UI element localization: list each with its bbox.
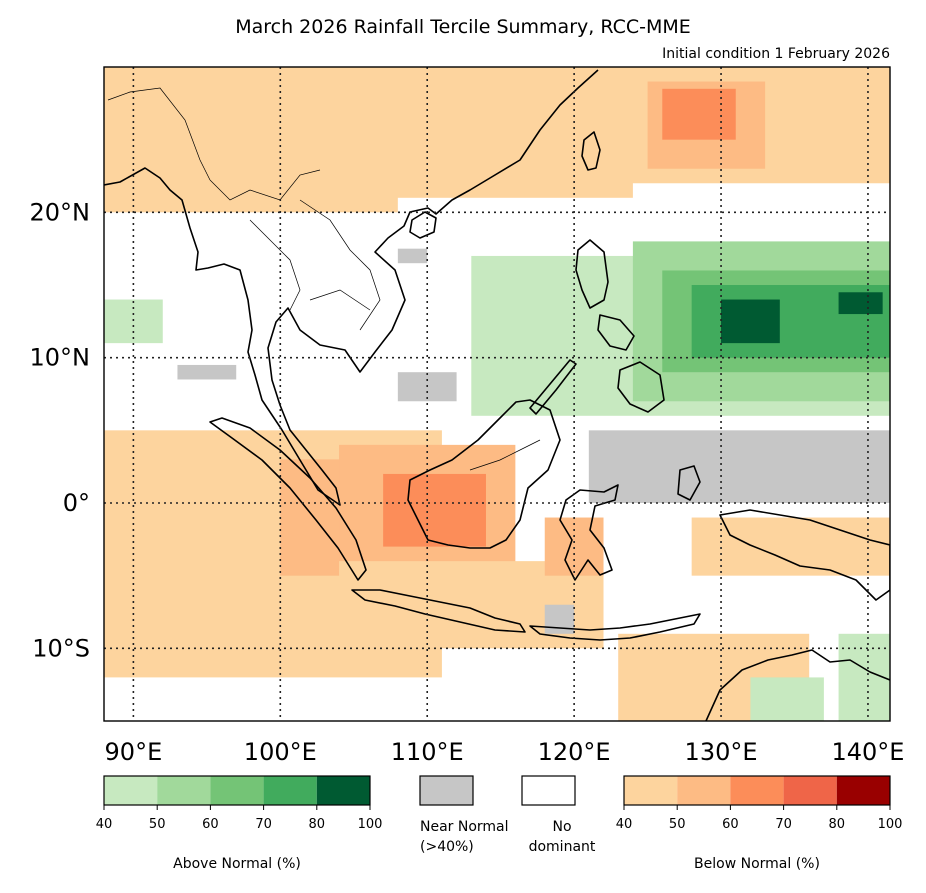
above-normal-colorbar-tick-label-1: 50 xyxy=(149,817,166,832)
axis-tick-labels: 90°E 100°E 110°E 120°E 130°E 140°E 20°N 10°N 0° 1… xyxy=(30,198,905,766)
above-normal-colorbar-swatch-4 xyxy=(316,776,370,805)
border-thailand xyxy=(249,219,301,311)
border-myanmar-china xyxy=(209,169,321,201)
lon-tick-label-130: 130°E xyxy=(685,738,758,766)
region-kimberley-green xyxy=(750,677,824,721)
region-equatorial-grey xyxy=(588,430,890,503)
region-borneo-below-strong xyxy=(383,473,486,547)
region-andaman-grey xyxy=(177,364,237,380)
no-dominant-swatch xyxy=(521,775,576,806)
below-normal-colorbar-caption: Below Normal (%) xyxy=(694,856,820,872)
above-normal-colorbar-frame xyxy=(103,775,371,806)
above-normal-colorbar-tick-label-0: 40 xyxy=(96,817,113,832)
map-subtitle: Initial condition 1 February 2026 xyxy=(662,46,890,62)
above-normal-colorbar-swatch-1 xyxy=(157,776,211,805)
lat-tick-label-10: 10°N xyxy=(30,344,91,372)
taiwan-coastline xyxy=(581,131,601,171)
coastlines xyxy=(104,69,890,721)
above-normal-colorbar-tick-label-2: 60 xyxy=(202,817,219,832)
region-nwpacific-below-core xyxy=(662,88,736,140)
hainan-coastline xyxy=(409,211,437,239)
near-normal-swatch xyxy=(419,775,474,806)
below-normal-colorbar-swatch-4 xyxy=(836,776,890,805)
lon-tick-label-110: 110°E xyxy=(391,738,464,766)
above-normal-colorbar-tick-label-5: 100 xyxy=(358,817,383,832)
region-scs-grey-2 xyxy=(397,248,428,264)
lat-tick-label-0: 0° xyxy=(63,489,90,517)
near-normal-caption-2: (>40%) xyxy=(420,839,474,855)
near-normal-caption-1: Near Normal xyxy=(420,819,509,835)
lon-tick-label-140: 140°E xyxy=(831,738,904,766)
sunda-islands-coastline xyxy=(529,613,701,641)
map-title: March 2026 Rainfall Tercile Summary, RCC… xyxy=(235,16,691,38)
border-laos-vietnam xyxy=(299,199,381,331)
below-normal-colorbar-swatch-2 xyxy=(730,776,784,805)
visayas-coastline xyxy=(597,314,635,351)
mainland-coastline xyxy=(104,69,599,506)
below-normal-colorbar-swatch-0 xyxy=(624,776,678,805)
below-normal-colorbar-swatch-1 xyxy=(677,776,731,805)
halmahera-coastline xyxy=(677,465,701,501)
borneo-coastline xyxy=(407,399,561,549)
region-png-below xyxy=(691,517,890,576)
mindanao-coastline xyxy=(617,361,665,413)
lat-tick-label-20: 20°N xyxy=(30,198,91,226)
below-normal-colorbar-tick-label-5: 100 xyxy=(878,817,903,832)
sulawesi-coastline xyxy=(559,484,619,581)
above-normal-colorbar-caption: Above Normal (%) xyxy=(173,856,301,872)
legend: 40 50 60 70 80 100 Above Normal (%) 40 50 60 70 80 1… xyxy=(96,775,903,872)
no-dominant-caption-2: dominant xyxy=(529,839,596,855)
region-bay-of-bengal-green xyxy=(104,299,163,344)
below-normal-colorbar-tick-label-2: 60 xyxy=(722,817,739,832)
no-dominant-caption-1: No xyxy=(552,819,571,835)
map-plot-area xyxy=(104,67,890,721)
lon-tick-label-120: 120°E xyxy=(538,738,611,766)
gridlines xyxy=(104,67,890,721)
below-normal-colorbar-tick-label-1: 50 xyxy=(669,817,686,832)
lon-tick-label-100: 100°E xyxy=(244,738,317,766)
region-southchina-below xyxy=(368,67,633,198)
palawan-coastline xyxy=(529,359,577,415)
java-coastline xyxy=(351,589,526,633)
border-cambodia xyxy=(309,289,371,311)
above-normal-colorbar-swatch-0 xyxy=(104,776,158,805)
lat-tick-label--10: 10°S xyxy=(32,634,90,662)
border-borneo-internal xyxy=(469,439,541,471)
australia-coastline xyxy=(705,649,890,721)
lon-tick-label-90: 90°E xyxy=(105,738,163,766)
above-normal-colorbar-tick-label-4: 80 xyxy=(309,817,326,832)
luzon-coastline xyxy=(575,239,609,309)
border-india-myanmar xyxy=(107,87,211,181)
country-borders xyxy=(107,87,541,471)
region-pacific-green-5 xyxy=(721,299,780,344)
below-normal-colorbar-tick-label-0: 40 xyxy=(616,817,633,832)
below-normal-colorbar-swatch-3 xyxy=(783,776,837,805)
below-normal-colorbar-tick-label-4: 80 xyxy=(829,817,846,832)
new-guinea-coastline xyxy=(719,509,890,601)
tercile-shading xyxy=(104,67,890,721)
map-frame xyxy=(103,66,891,722)
above-normal-colorbar-swatch-2 xyxy=(210,776,264,805)
below-normal-colorbar-tick-label-3: 70 xyxy=(775,817,792,832)
region-pacific-green-5b xyxy=(838,292,883,315)
below-normal-colorbar-frame xyxy=(623,775,891,806)
sumatra-coastline xyxy=(209,417,367,581)
above-normal-colorbar-tick-label-3: 70 xyxy=(255,817,272,832)
above-normal-colorbar-swatch-3 xyxy=(263,776,317,805)
region-north-india-below xyxy=(104,67,398,213)
